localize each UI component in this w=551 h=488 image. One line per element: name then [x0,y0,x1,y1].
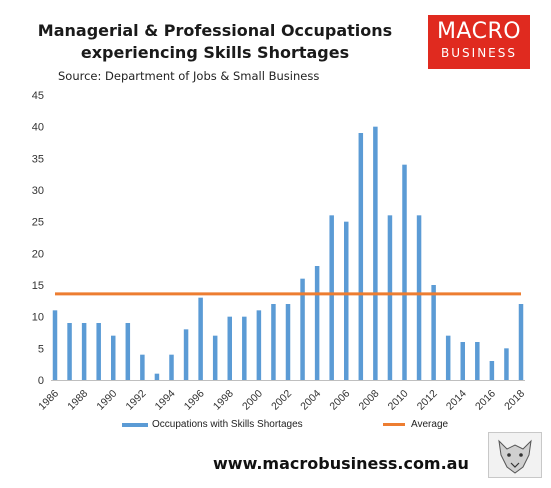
bar [344,221,349,380]
bar [489,361,495,380]
x-tick-label: 2006 [327,388,352,413]
x-tick-label: 2018 [502,388,527,413]
macrobusiness-logo: MACRO BUSINESS [428,15,530,69]
bar [242,316,247,380]
y-tick-label: 25 [32,217,44,229]
bar [96,323,101,380]
bar [460,342,465,380]
bar [300,278,305,380]
bar [67,323,72,380]
bar [154,373,160,380]
bar [518,304,524,380]
bar [285,304,291,380]
bar [271,304,276,380]
bar [256,310,262,380]
legend-swatch-average [383,423,405,426]
x-tick-label: 2008 [356,388,381,413]
website-url: www.macrobusiness.com.au [213,454,469,473]
bar [475,342,480,380]
x-tick-label: 1986 [36,388,61,413]
x-tick-label: 1994 [153,388,178,413]
y-tick-label: 5 [38,343,44,355]
bar [52,310,58,380]
y-tick-label: 45 [32,90,44,102]
bar [198,297,203,380]
legend-swatch-bars [122,422,148,427]
bar [373,126,378,381]
bar [314,266,320,380]
wolf-logo-icon [488,432,542,478]
bar [212,335,218,380]
y-tick-label: 20 [32,248,44,260]
bar [329,215,334,380]
legend-label-average: Average [411,419,449,430]
bar [125,323,131,380]
bar [358,133,364,380]
x-tick-label: 1996 [182,388,207,413]
source-note: Source: Department of Jobs & Small Busin… [58,69,320,83]
bar [81,323,87,380]
x-tick-label: 1988 [65,388,90,413]
legend: Occupations with Skills Shortages Averag… [0,419,551,435]
bar [183,329,189,380]
bar [504,348,509,380]
y-tick-label: 0 [38,375,44,387]
bar [169,354,174,380]
logo-line-1: MACRO [436,19,522,44]
x-tick-label: 2012 [415,388,440,413]
legend-item-average: Average [383,419,448,430]
bar [431,285,436,380]
title-line-1: Managerial & Professional Occupations [37,21,393,40]
logo-line-2: BUSINESS [441,46,517,60]
y-tick-label: 10 [32,312,44,324]
bar [387,215,393,380]
x-tick-label: 1998 [211,388,236,413]
bar [402,164,407,380]
bar [140,354,145,380]
x-tick-label: 2010 [386,388,411,413]
bar [445,335,451,380]
x-tick-label: 2016 [473,388,498,413]
legend-label-bars: Occupations with Skills Shortages [152,419,303,430]
chart-title: Managerial & Professional Occupations ex… [0,20,430,64]
y-tick-label: 30 [32,185,44,197]
y-tick-label: 40 [32,122,44,134]
bar [227,316,232,380]
bar [111,335,116,380]
bar [416,215,422,380]
x-tick-label: 2004 [298,388,323,413]
x-tick-label: 2002 [269,388,294,413]
x-tick-label: 2000 [240,388,265,413]
y-tick-label: 15 [32,280,44,292]
title-line-2: experiencing Skills Shortages [80,43,350,62]
y-tick-label: 35 [32,153,44,165]
legend-item-bars: Occupations with Skills Shortages [122,419,303,430]
x-tick-label: 1992 [123,388,148,413]
x-tick-label: 1990 [94,388,119,413]
x-tick-label: 2014 [444,388,469,413]
